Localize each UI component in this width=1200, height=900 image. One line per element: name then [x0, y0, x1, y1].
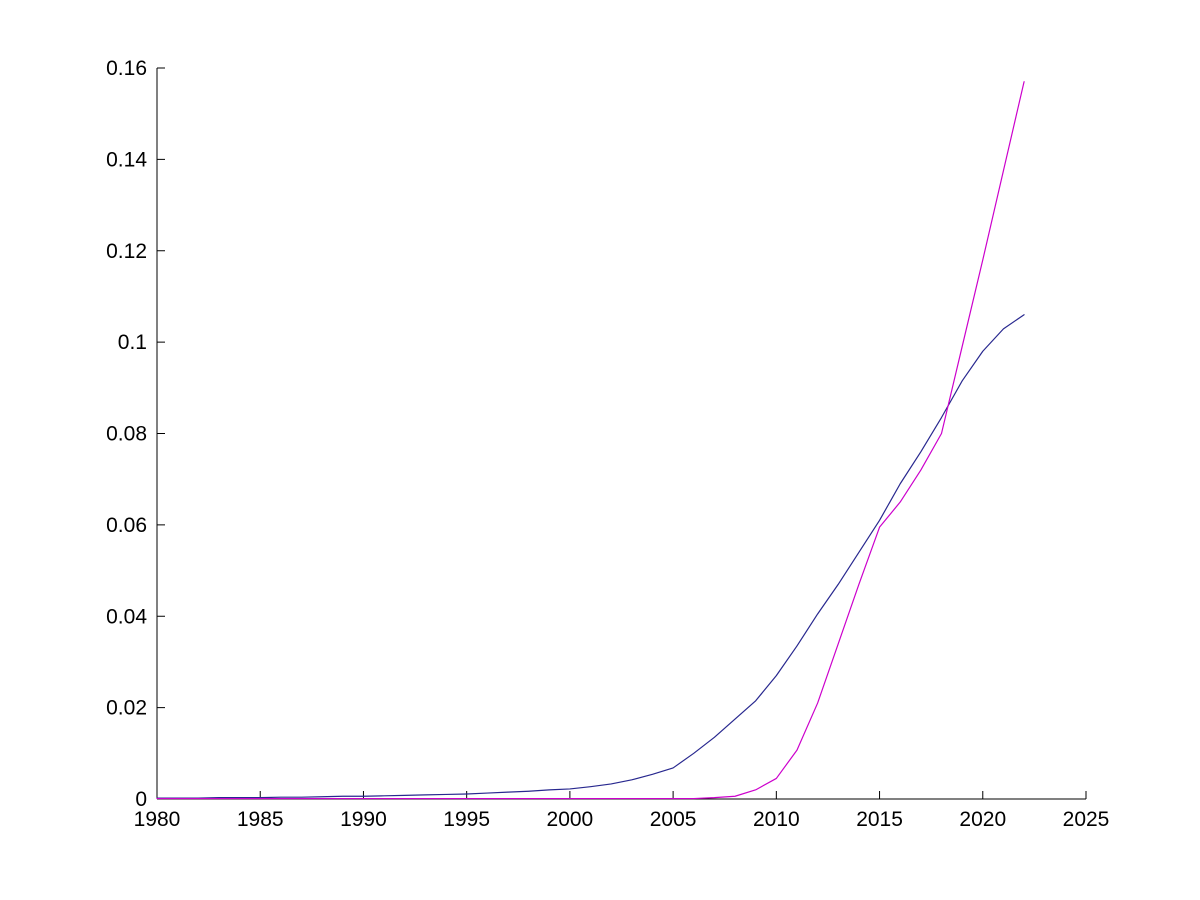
y-tick-label: 0.04	[106, 605, 147, 628]
x-tick-label: 2025	[1063, 808, 1110, 831]
x-tick-label: 1985	[237, 808, 284, 831]
y-tick-label: 0.1	[118, 331, 147, 354]
y-tick-label: 0.06	[106, 514, 147, 537]
y-tick-label: 0	[135, 788, 147, 811]
x-tick-label: 2010	[753, 808, 800, 831]
series-dark-blue-line	[156, 314, 1025, 799]
x-tick-label: 2000	[547, 808, 594, 831]
y-tick-label: 0.02	[106, 697, 147, 720]
y-tick-label: 0.08	[106, 423, 147, 446]
x-tick-label: 2020	[959, 808, 1006, 831]
series-magenta-line	[156, 81, 1025, 800]
x-tick-label: 1995	[443, 808, 490, 831]
x-tick-label: 2015	[856, 808, 903, 831]
x-tick-label: 2005	[650, 808, 697, 831]
series-layer	[156, 81, 1025, 800]
axes-layer: 1980 1985 1990 1995 2000 2005 2010 2015 2020 2025…	[106, 57, 1109, 831]
x-tick-label: 1990	[340, 808, 387, 831]
y-tick-label: 0.12	[106, 240, 147, 263]
y-tick-label: 0.14	[106, 148, 147, 171]
x-tick-label: 1980	[134, 808, 181, 831]
y-tick-label: 0.16	[106, 57, 147, 80]
